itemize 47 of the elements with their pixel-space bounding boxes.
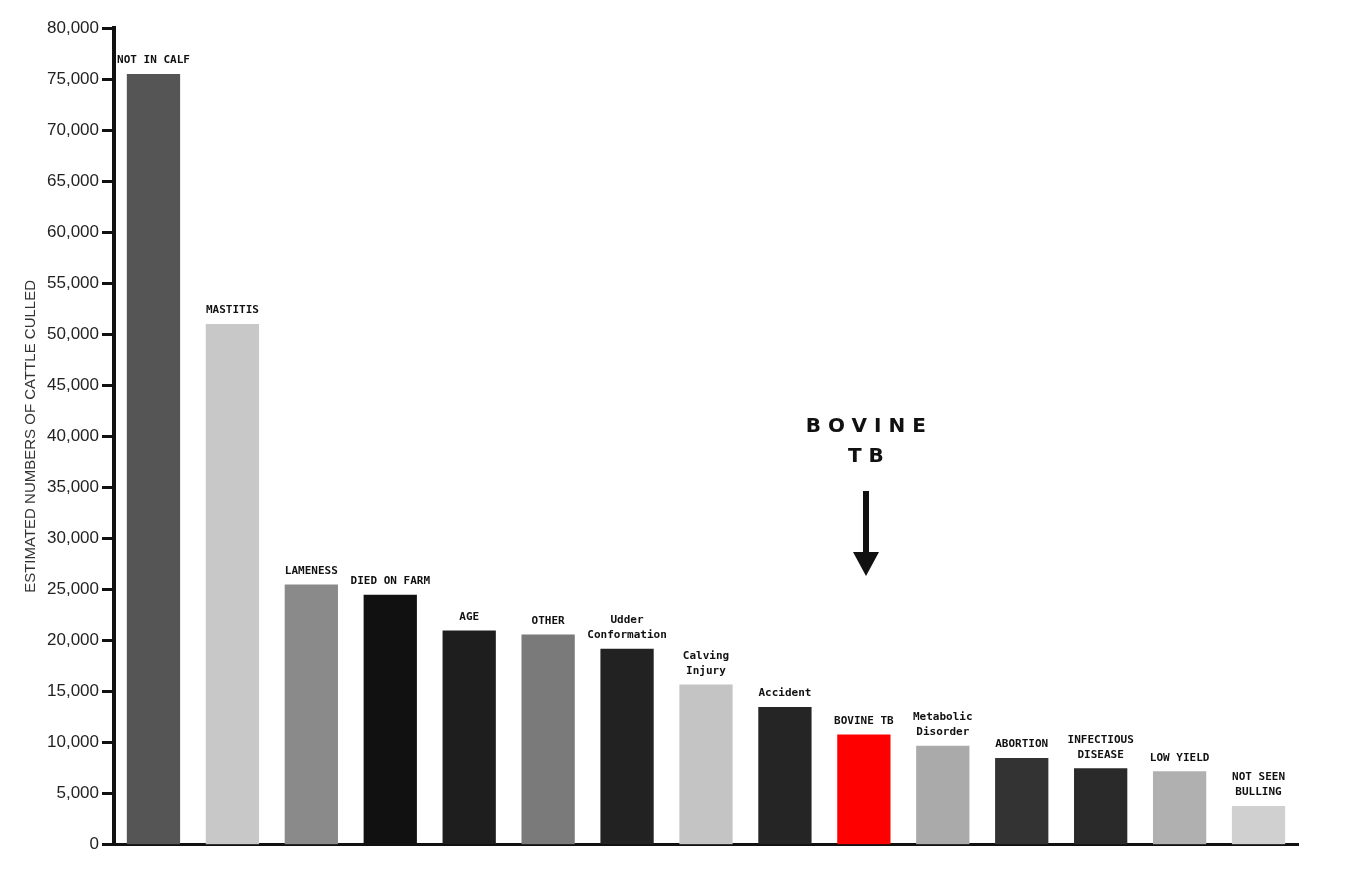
y-tick-label: 0 bbox=[89, 834, 99, 854]
y-tick-label: 50,000 bbox=[47, 323, 99, 343]
y-tick-label: 55,000 bbox=[47, 272, 99, 292]
x-tick-label: Udder Conformation bbox=[587, 613, 667, 642]
bar bbox=[126, 73, 181, 845]
x-tick-label: NOT IN CALF bbox=[117, 53, 190, 67]
bar bbox=[995, 758, 1049, 845]
y-tick-label: 45,000 bbox=[47, 375, 99, 395]
bar bbox=[521, 634, 575, 845]
bar bbox=[837, 734, 891, 845]
x-tick-label: LAMENESS bbox=[284, 563, 338, 577]
x-tick-label: Metabolic Disorder bbox=[912, 710, 973, 739]
x-tick-label: Accident bbox=[758, 686, 812, 700]
y-tick-label: 40,000 bbox=[47, 426, 99, 446]
bar bbox=[1074, 768, 1128, 845]
y-tick-label: 35,000 bbox=[47, 477, 99, 497]
y-axis-title: ESTIMATED NUMBERS OF CATTLE CULLED bbox=[21, 279, 39, 593]
bar bbox=[284, 584, 338, 845]
y-tick-label: 70,000 bbox=[47, 119, 99, 139]
bar bbox=[679, 684, 733, 845]
x-tick-label: MASTITIS bbox=[205, 303, 259, 317]
x-tick-label: ABORTION bbox=[995, 737, 1049, 751]
bar bbox=[205, 324, 260, 845]
x-tick-label: LOW YIELD bbox=[1149, 750, 1210, 764]
y-tick-label: 5,000 bbox=[56, 783, 99, 803]
x-tick-label: Calving Injury bbox=[682, 648, 730, 677]
bar bbox=[442, 630, 496, 845]
x-tick-label: NOT SEEN BULLING bbox=[1232, 770, 1286, 799]
y-tick-label: 30,000 bbox=[47, 528, 99, 548]
y-tick-label: 75,000 bbox=[47, 68, 99, 88]
y-tick-label: 20,000 bbox=[47, 630, 99, 650]
annotation: BOVINE TB bbox=[805, 412, 933, 467]
y-tick-label: 80,000 bbox=[47, 17, 99, 37]
x-tick-label: DIED ON FARM bbox=[350, 574, 431, 588]
y-tick-label: 25,000 bbox=[47, 579, 99, 599]
bar bbox=[1231, 806, 1286, 845]
y-tick-label: 10,000 bbox=[47, 732, 99, 752]
x-tick-label: OTHER bbox=[531, 613, 566, 627]
y-tick-label: 15,000 bbox=[47, 681, 99, 701]
bar bbox=[1152, 771, 1207, 845]
bar bbox=[600, 648, 654, 845]
y-tick-label: 65,000 bbox=[47, 170, 99, 190]
y-tick-label: 60,000 bbox=[47, 221, 99, 241]
bar bbox=[916, 745, 970, 845]
x-tick-label: INFECTIOUS DISEASE bbox=[1067, 732, 1134, 761]
bar bbox=[758, 706, 812, 845]
x-tick-label: AGE bbox=[459, 609, 480, 623]
